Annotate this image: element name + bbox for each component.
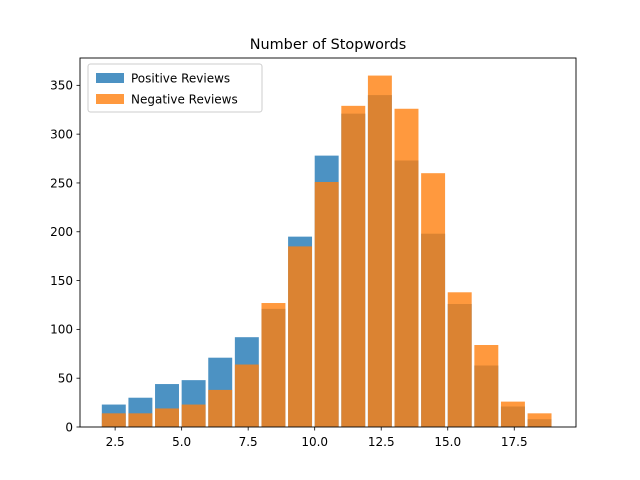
legend: Positive Reviews Negative Reviews — [87, 63, 263, 113]
y-tick-label: 100 — [50, 323, 73, 337]
bar-negative-13 — [447, 292, 472, 427]
legend-swatch-negative — [96, 94, 124, 104]
bar-negative-9 — [341, 105, 366, 427]
plot-frame — [79, 57, 577, 428]
y-tick-label: 350 — [50, 79, 73, 93]
y-tick-label: 200 — [50, 225, 73, 239]
legend-label-negative: Negative Reviews — [131, 93, 238, 107]
x-axis: 2.5 5.0 7.5 10.0 12.5 15.0 17.5 — [106, 427, 528, 449]
x-tick-label: 7.5 — [239, 435, 258, 449]
y-tick-label: 0 — [65, 420, 73, 434]
x-tick-label: 15.0 — [434, 435, 461, 449]
bar-negative-6 — [261, 303, 286, 427]
y-axis: 0 50 100 150 200 250 300 350 — [50, 79, 80, 434]
chart-title: Number of Stopwords — [250, 37, 406, 53]
x-tick-label: 17.5 — [501, 435, 528, 449]
bar-negative-4 — [208, 389, 233, 427]
bar-negative-0 — [101, 413, 126, 427]
x-tick-label: 2.5 — [106, 435, 125, 449]
x-tick-label: 5.0 — [172, 435, 191, 449]
legend-swatch-positive — [96, 73, 124, 83]
bar-negative-11 — [394, 108, 419, 427]
bar-negative-12 — [421, 173, 446, 427]
bar-negative-10 — [367, 75, 392, 427]
bar-negative-15 — [500, 401, 525, 427]
bar-negative-1 — [128, 413, 153, 427]
bar-negative-5 — [234, 364, 259, 427]
bar-negative-14 — [474, 345, 499, 427]
legend-box — [87, 63, 263, 113]
bar-negative-8 — [314, 181, 339, 427]
y-tick-label: 50 — [58, 371, 73, 385]
bar-negative-7 — [288, 246, 313, 427]
x-tick-label: 12.5 — [368, 435, 395, 449]
y-tick-label: 300 — [50, 127, 73, 141]
bar-negative-2 — [155, 408, 179, 427]
legend-label-positive: Positive Reviews — [131, 72, 230, 86]
y-tick-label: 150 — [50, 274, 73, 288]
bar-negative-3 — [181, 404, 206, 427]
bar-negative-16 — [527, 413, 552, 427]
bars-layer — [101, 75, 552, 427]
x-tick-label: 10.0 — [301, 435, 328, 449]
y-tick-label: 250 — [50, 176, 73, 190]
